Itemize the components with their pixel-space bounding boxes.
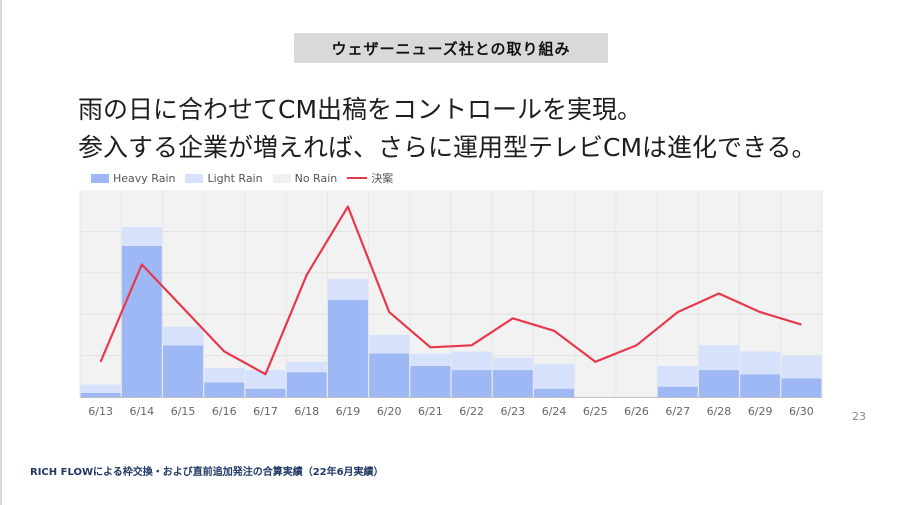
bar-heavy-rain bbox=[451, 370, 492, 397]
bar-light-rain bbox=[492, 357, 533, 371]
bar-light-rain bbox=[121, 227, 162, 246]
chart-legend: Heavy Rain Light Rain No Rain 決案 bbox=[91, 170, 393, 186]
bar-heavy-rain bbox=[286, 372, 327, 397]
legend-label-no-rain: No Rain bbox=[294, 171, 338, 185]
bar-light-rain bbox=[163, 326, 204, 346]
bar-heavy-rain bbox=[657, 386, 698, 397]
bar-light-rain bbox=[698, 345, 739, 371]
bar-light-rain bbox=[451, 351, 492, 371]
x-tick-label: 6/29 bbox=[748, 405, 773, 418]
slide-edge-rule bbox=[0, 0, 2, 505]
legend-label-light-rain: Light Rain bbox=[207, 171, 263, 185]
bar-heavy-rain bbox=[781, 378, 822, 397]
bar-heavy-rain bbox=[80, 392, 121, 397]
bar-heavy-rain bbox=[245, 388, 286, 397]
headline-line-1: 雨の日に合わせてCM出稿をコントロールを実現。 bbox=[78, 95, 643, 124]
legend-swatch-no-rain bbox=[272, 173, 291, 183]
bar-light-rain bbox=[286, 361, 327, 373]
legend-swatch-decision bbox=[347, 177, 368, 179]
x-tick-label: 6/13 bbox=[88, 405, 113, 418]
legend-item-light-rain: Light Rain bbox=[185, 171, 263, 185]
bar-light-rain bbox=[327, 279, 368, 300]
bar-heavy-rain bbox=[740, 374, 781, 397]
bar-heavy-rain bbox=[698, 370, 739, 397]
bar-light-rain bbox=[245, 370, 286, 389]
headline-line-2: 参入する企業が増えれば、さらに運用型テレビCMは進化できる。 bbox=[78, 133, 817, 162]
x-tick-label: 6/22 bbox=[459, 405, 484, 418]
bar-light-rain bbox=[204, 368, 245, 383]
x-tick-label: 6/30 bbox=[789, 405, 814, 418]
bar-light-rain bbox=[410, 353, 451, 366]
x-tick-label: 6/16 bbox=[212, 405, 237, 418]
x-tick-label: 6/24 bbox=[542, 405, 567, 418]
legend-label-heavy-rain: Heavy Rain bbox=[113, 171, 176, 185]
bar-light-rain bbox=[369, 334, 410, 354]
bar-heavy-rain bbox=[369, 353, 410, 397]
x-tick-label: 6/15 bbox=[171, 405, 196, 418]
bar-heavy-rain bbox=[410, 365, 451, 397]
bar-heavy-rain bbox=[163, 345, 204, 397]
page-number: 23 bbox=[852, 410, 866, 423]
bar-heavy-rain bbox=[534, 388, 575, 397]
bar-light-rain bbox=[534, 363, 575, 389]
footnote: RICH FLOWによる枠交換・および直前追加発注の合算実績（22年6月実績） bbox=[30, 467, 384, 478]
x-tick-label: 6/19 bbox=[336, 405, 361, 418]
x-tick-label: 6/26 bbox=[624, 405, 649, 418]
bar-heavy-rain bbox=[492, 370, 533, 397]
legend-swatch-light-rain bbox=[185, 173, 204, 183]
x-tick-label: 6/18 bbox=[294, 405, 319, 418]
rain-cm-chart: 6/13 6/14 6/15 6/16 6/17 6/18 6/19 6/20 6/21 6/22… bbox=[79, 190, 823, 418]
x-tick-label: 6/25 bbox=[583, 405, 608, 418]
bar-light-rain bbox=[80, 384, 121, 393]
bar-heavy-rain bbox=[204, 382, 245, 397]
legend-item-decision: 決案 bbox=[347, 170, 393, 186]
x-tick-label: 6/20 bbox=[377, 405, 402, 418]
legend-item-heavy-rain: Heavy Rain bbox=[91, 172, 175, 185]
legend-item-no-rain: No Rain bbox=[272, 171, 338, 185]
x-tick-label: 6/21 bbox=[418, 405, 443, 418]
bar-light-rain bbox=[740, 351, 781, 375]
x-tick-label: 6/27 bbox=[665, 405, 690, 418]
legend-swatch-heavy-rain bbox=[91, 173, 109, 183]
x-tick-label: 6/14 bbox=[129, 405, 154, 418]
x-tick-label: 6/23 bbox=[500, 405, 525, 418]
legend-label-decision: 決案 bbox=[371, 172, 394, 185]
section-title: ウェザーニューズ社との取り組み bbox=[294, 33, 608, 63]
bar-heavy-rain bbox=[121, 245, 162, 397]
bar-light-rain bbox=[781, 355, 822, 379]
x-tick-label: 6/28 bbox=[707, 405, 732, 418]
decision-line bbox=[99, 205, 802, 376]
bar-heavy-rain bbox=[327, 299, 368, 397]
x-tick-label: 6/17 bbox=[253, 405, 278, 418]
bar-light-rain bbox=[657, 365, 698, 387]
